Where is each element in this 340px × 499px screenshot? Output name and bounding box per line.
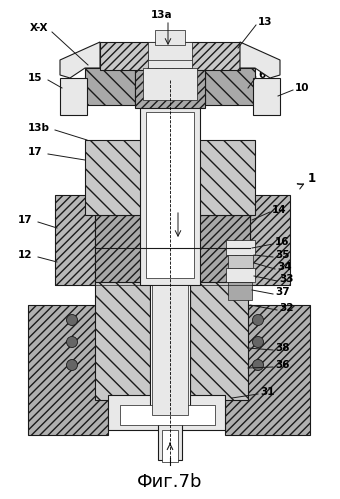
Text: 31: 31 [260,387,274,397]
Text: 12: 12 [18,250,33,260]
Bar [228,255,253,268]
Bar [250,195,290,285]
Bar [148,42,192,60]
Text: 13b: 13b [28,123,50,133]
Text: 13: 13 [258,17,272,27]
Bar [85,140,150,215]
Circle shape [67,314,78,325]
Bar [100,42,240,70]
Text: 14: 14 [272,205,287,215]
Circle shape [253,314,264,325]
Text: 17: 17 [18,215,33,225]
Bar [152,285,188,415]
Bar [140,105,200,285]
Text: 34: 34 [277,262,292,272]
Text: $\beta_2$: $\beta_2$ [180,217,194,234]
Text: 17: 17 [28,147,42,157]
Text: 16: 16 [275,237,289,247]
Circle shape [253,336,264,347]
Bar [162,430,178,462]
Text: 6: 6 [258,70,265,80]
Bar [226,240,255,255]
Bar [226,268,255,282]
Text: 33: 33 [279,274,293,284]
Bar [95,280,150,400]
Bar [28,305,108,435]
Circle shape [67,359,78,370]
Polygon shape [240,42,280,78]
Text: X-X: X-X [30,23,49,33]
Text: Фиг.7b: Фиг.7b [137,473,203,491]
Bar [150,280,190,415]
Text: 36: 36 [275,360,289,370]
Bar [190,140,255,215]
Bar [253,78,280,115]
Text: 10: 10 [295,83,309,93]
Bar [225,305,310,435]
Bar [108,395,225,430]
Bar [190,215,250,282]
Text: 37: 37 [275,287,290,297]
Bar [95,215,150,282]
Bar [135,60,205,108]
Bar [228,282,252,300]
Bar [190,280,248,400]
Text: 30: 30 [163,445,177,455]
Bar [85,68,135,105]
Bar [55,195,95,285]
Text: 1: 1 [308,172,316,185]
Text: 15: 15 [28,73,42,83]
Bar [146,112,194,278]
Bar [148,55,192,68]
Text: 35: 35 [275,250,289,260]
Text: 32: 32 [279,303,293,313]
Bar [205,68,255,105]
Polygon shape [60,42,100,78]
Text: 38: 38 [275,343,289,353]
Bar [158,415,182,460]
Bar [143,68,197,100]
Text: 13a: 13a [151,10,173,20]
Circle shape [253,359,264,370]
Bar [155,30,185,45]
Bar [120,405,215,425]
Bar [60,78,87,115]
Circle shape [67,336,78,347]
